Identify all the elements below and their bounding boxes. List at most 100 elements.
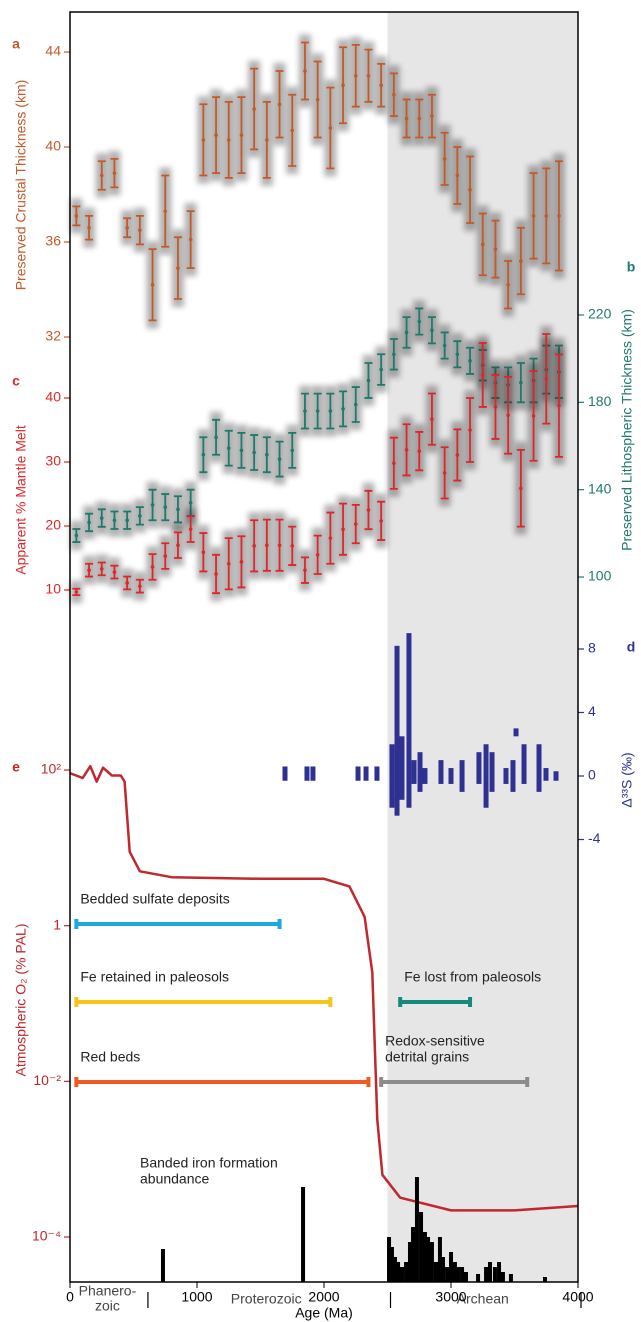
point: [519, 259, 523, 263]
point: [214, 435, 218, 440]
bif-bar: [389, 1247, 394, 1282]
point: [239, 560, 244, 564]
point: [99, 516, 104, 520]
x-tick-label: 1000: [181, 1289, 212, 1305]
y-tick-label: 180: [588, 393, 612, 409]
y-tick-label: 4: [588, 703, 596, 719]
point: [303, 568, 307, 572]
point: [417, 449, 422, 453]
era-label: Proterozoic: [231, 1291, 302, 1307]
point: [341, 527, 345, 531]
y-tick-label: 100: [588, 568, 612, 584]
y-tick-label: 10²: [41, 761, 62, 777]
point: [163, 505, 168, 509]
point: [353, 73, 358, 78]
point: [506, 413, 510, 418]
y-tick-label: 40: [45, 389, 61, 405]
point: [252, 544, 256, 548]
panel-letter: b: [627, 259, 636, 275]
point: [303, 409, 307, 413]
point: [226, 561, 231, 566]
point: [379, 519, 383, 523]
point: [265, 543, 269, 547]
x-tick-label: 2000: [308, 1289, 339, 1305]
point: [252, 107, 256, 111]
point: [277, 102, 282, 107]
point: [188, 527, 193, 531]
point: [531, 414, 536, 418]
sulfur-bar: [438, 760, 444, 784]
point: [112, 171, 117, 175]
era-label: zoic: [95, 1298, 120, 1314]
point: [430, 328, 434, 333]
point: [74, 214, 79, 218]
bif-bar: [392, 1257, 397, 1282]
point: [392, 352, 396, 357]
point: [353, 402, 358, 407]
point: [252, 450, 256, 455]
y-tick-label: 10⁻⁴: [32, 1228, 61, 1244]
point: [265, 138, 269, 142]
point: [150, 503, 155, 507]
bif-bar: [422, 1232, 427, 1282]
x-tick-label: 4000: [562, 1289, 593, 1305]
y-tick-label: -4: [588, 830, 601, 846]
point: [277, 457, 282, 461]
point: [455, 453, 460, 457]
point: [468, 428, 472, 432]
sulfur-bar: [394, 645, 400, 816]
point: [226, 446, 231, 450]
bif-bar: [414, 1177, 419, 1282]
y-tick-label: 140: [588, 480, 612, 496]
era-label: Archean: [457, 1291, 509, 1307]
y-tick-label: 10: [45, 581, 61, 597]
y-tick-label: 20: [45, 517, 61, 533]
point: [138, 514, 142, 518]
range-bar: [74, 919, 282, 929]
point: [366, 378, 371, 383]
sulfur-bar: [476, 752, 482, 784]
point: [99, 567, 104, 571]
x-tick-label: 3000: [435, 1289, 466, 1305]
sulfur-bar: [489, 752, 495, 792]
bif-bar: [399, 1267, 404, 1282]
plot-frame: [69, 11, 579, 1283]
range-bar: [379, 1077, 530, 1087]
point: [303, 69, 307, 73]
bif-title: abundance: [140, 1171, 210, 1187]
point: [214, 572, 218, 576]
point: [201, 138, 206, 142]
bif-bar: [440, 1257, 445, 1282]
point: [176, 507, 180, 512]
bif-bar: [301, 1187, 306, 1282]
y-tick-label: 8: [588, 640, 596, 656]
range-bar: [74, 1077, 371, 1087]
x-axis-label: Age (Ma): [295, 1305, 353, 1321]
point: [506, 282, 510, 287]
point: [125, 581, 129, 585]
bif-bar: [407, 1242, 412, 1282]
y-axis-label: Preserved Lithospheric Thickness (km): [619, 309, 635, 551]
sulfur-bar: [536, 744, 542, 792]
point: [404, 116, 409, 121]
sulfur-bar: [448, 768, 454, 784]
sulfur-bar: [513, 728, 519, 737]
point: [163, 209, 168, 213]
sulfur-bar: [543, 768, 549, 781]
point: [74, 533, 79, 538]
point: [201, 452, 206, 457]
bif-bar: [500, 1272, 505, 1282]
point: [379, 367, 383, 372]
y-axis-label: Preserved Crustal Thickness (km): [13, 80, 29, 291]
panel-letter: a: [12, 36, 20, 52]
sulfur-bar: [459, 760, 465, 792]
point: [150, 565, 155, 569]
y-tick-label: 32: [45, 328, 61, 344]
bif-bar: [542, 1277, 547, 1282]
bif-bar: [497, 1262, 502, 1282]
bif-bar: [484, 1267, 489, 1282]
point: [557, 403, 561, 408]
bif-bar: [492, 1267, 497, 1282]
